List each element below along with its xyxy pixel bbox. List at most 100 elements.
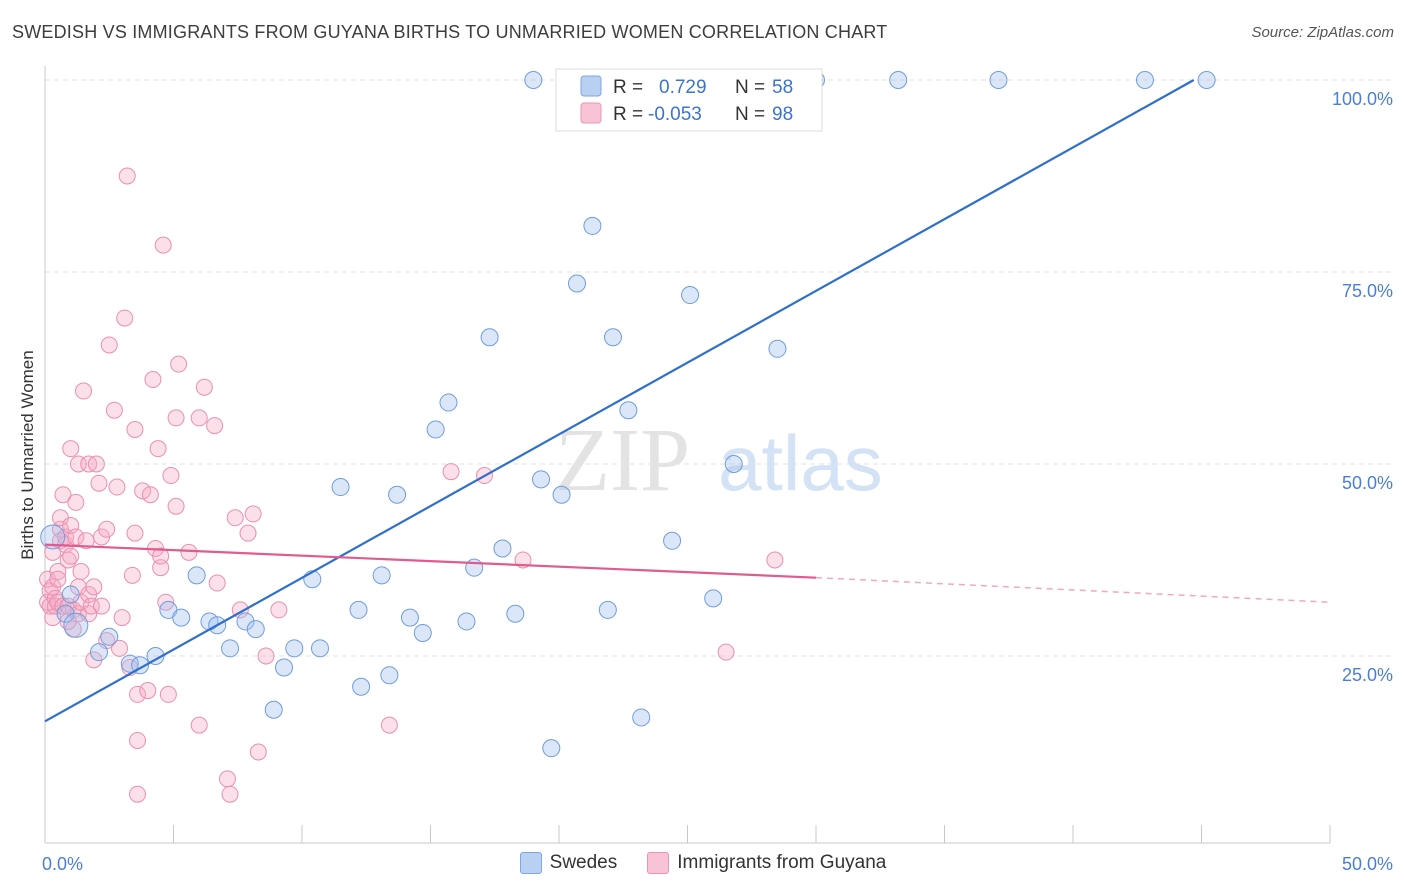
swedes-point-3 (63, 612, 89, 638)
guyana-point-64 (149, 440, 167, 458)
swedes-point-24 (352, 677, 371, 696)
guyana-point-74 (180, 543, 198, 561)
guyana-point-51 (118, 167, 136, 185)
chart-title: SWEDISH VS IMMIGRANTS FROM GUYANA BIRTHS… (12, 22, 888, 42)
guyana-point-23 (62, 440, 80, 458)
guyana-point-54 (126, 524, 144, 542)
gridlines (45, 79, 1395, 657)
guyana-point-49 (113, 609, 131, 627)
guyana-point-77 (195, 378, 213, 396)
guyana-point-87 (257, 647, 275, 665)
guyana-point-75 (190, 716, 208, 734)
legend-swatch-guyana-bottom (647, 852, 670, 874)
stats-legend: R = 0.729 N = 58 R = -0.053 N = 98 (555, 68, 823, 132)
swedes-point-30 (426, 420, 445, 439)
x-tick-label-0: 0.0% (42, 854, 83, 874)
legend-item-swedes: Swedes (519, 852, 618, 874)
guyana-point-84 (239, 524, 257, 542)
guyana-point-78 (206, 417, 224, 435)
guyana-point-46 (105, 401, 123, 419)
guyana-point-90 (442, 463, 460, 481)
guyana-point-39 (85, 578, 103, 596)
swedes-point-0 (40, 524, 66, 550)
guyana-point-41 (90, 474, 108, 492)
guyana-point-58 (129, 785, 147, 803)
guyana-point-85 (244, 505, 262, 523)
swedes-point-48 (681, 286, 700, 305)
swedes-point-21 (310, 639, 329, 658)
axes (44, 66, 1331, 844)
guyana-point-70 (162, 467, 180, 485)
swedes-point-37 (524, 71, 543, 89)
legend-swatch-swedes-bottom (519, 852, 542, 874)
y-tick-label-3: 100.0% (1332, 89, 1393, 109)
swedes-point-55 (989, 71, 1008, 89)
guyana-point-37 (82, 597, 100, 615)
swedes-point-47 (663, 531, 682, 550)
swedes-point-56 (1135, 71, 1154, 89)
guyana-point-73 (170, 355, 188, 373)
guyana-point-67 (154, 236, 172, 254)
swedes-point-15 (236, 612, 255, 631)
guyana-point-59 (134, 482, 152, 500)
swedes-point-40 (552, 485, 571, 504)
guyana-point-50 (116, 309, 134, 327)
legend-n-label-guyana: N = (735, 104, 765, 125)
legend-label-swedes: Swedes (549, 852, 618, 873)
guyana-point-57 (129, 731, 147, 749)
guyana-point-48 (111, 639, 129, 657)
guyana-point-95 (93, 597, 111, 615)
swedes-point-46 (632, 708, 651, 727)
y-tick-label-1: 50.0% (1342, 473, 1393, 493)
guyana-point-32 (75, 382, 93, 400)
guyana-point-26 (67, 493, 85, 511)
watermark-atlas: atlas (718, 419, 883, 507)
guyana-point-93 (717, 643, 735, 661)
y-tick-label-0: 25.0% (1342, 665, 1393, 685)
swedes-point-35 (493, 539, 512, 558)
legend-item-guyana: Immigrants from Guyana (647, 852, 886, 874)
swedes-point-49 (704, 589, 723, 608)
legend-n-value-swedes: 58 (772, 77, 793, 98)
guyana-point-71 (167, 409, 185, 427)
legend-r-value-swedes: 0.729 (659, 77, 707, 98)
swedes-point-5 (100, 627, 119, 646)
swedes-point-4 (89, 643, 108, 662)
guyana-point-89 (380, 716, 398, 734)
swedes-point-23 (349, 600, 368, 619)
swedes-point-28 (400, 608, 419, 627)
guyana-point-81 (221, 785, 239, 803)
swedes-point-11 (187, 566, 206, 585)
guyana-point-45 (100, 336, 118, 354)
swedes-point-54 (889, 71, 908, 89)
source-label: Source: ZipAtlas.com (1251, 24, 1394, 41)
swedes-point-10 (172, 608, 191, 627)
swedes-point-50 (724, 455, 743, 473)
trend-lines (44, 79, 1331, 723)
guyana-point-88 (270, 601, 288, 619)
swedes-point-34 (480, 328, 499, 347)
legend-swatch-guyana (580, 102, 602, 124)
swedes-point-29 (413, 623, 432, 642)
legend-r-value-guyana: -0.053 (648, 104, 702, 125)
legend-n-value-guyana: 98 (772, 104, 793, 125)
swedes-point-22 (331, 478, 350, 497)
guyana-point-47 (108, 478, 126, 496)
guyana-point-40 (87, 455, 105, 473)
guyana-point-53 (123, 566, 141, 584)
guyana-point-94 (766, 551, 784, 569)
swedes-point-16 (246, 620, 265, 639)
swedes-point-17 (264, 700, 283, 719)
guyana-point-80 (218, 770, 236, 788)
guyana-point-56 (129, 685, 147, 703)
series-swedes-points (40, 71, 1216, 758)
guyana-point-65 (152, 559, 170, 577)
swedes-point-31 (439, 393, 458, 412)
x-tick-label-1: 50.0% (1342, 854, 1393, 874)
guyana-point-22 (62, 547, 80, 565)
y-tick-label-2: 75.0% (1342, 281, 1393, 301)
swedes-point-26 (380, 666, 399, 685)
watermark-zip: ZIP (555, 411, 690, 510)
legend-label-guyana: Immigrants from Guyana (677, 852, 887, 873)
